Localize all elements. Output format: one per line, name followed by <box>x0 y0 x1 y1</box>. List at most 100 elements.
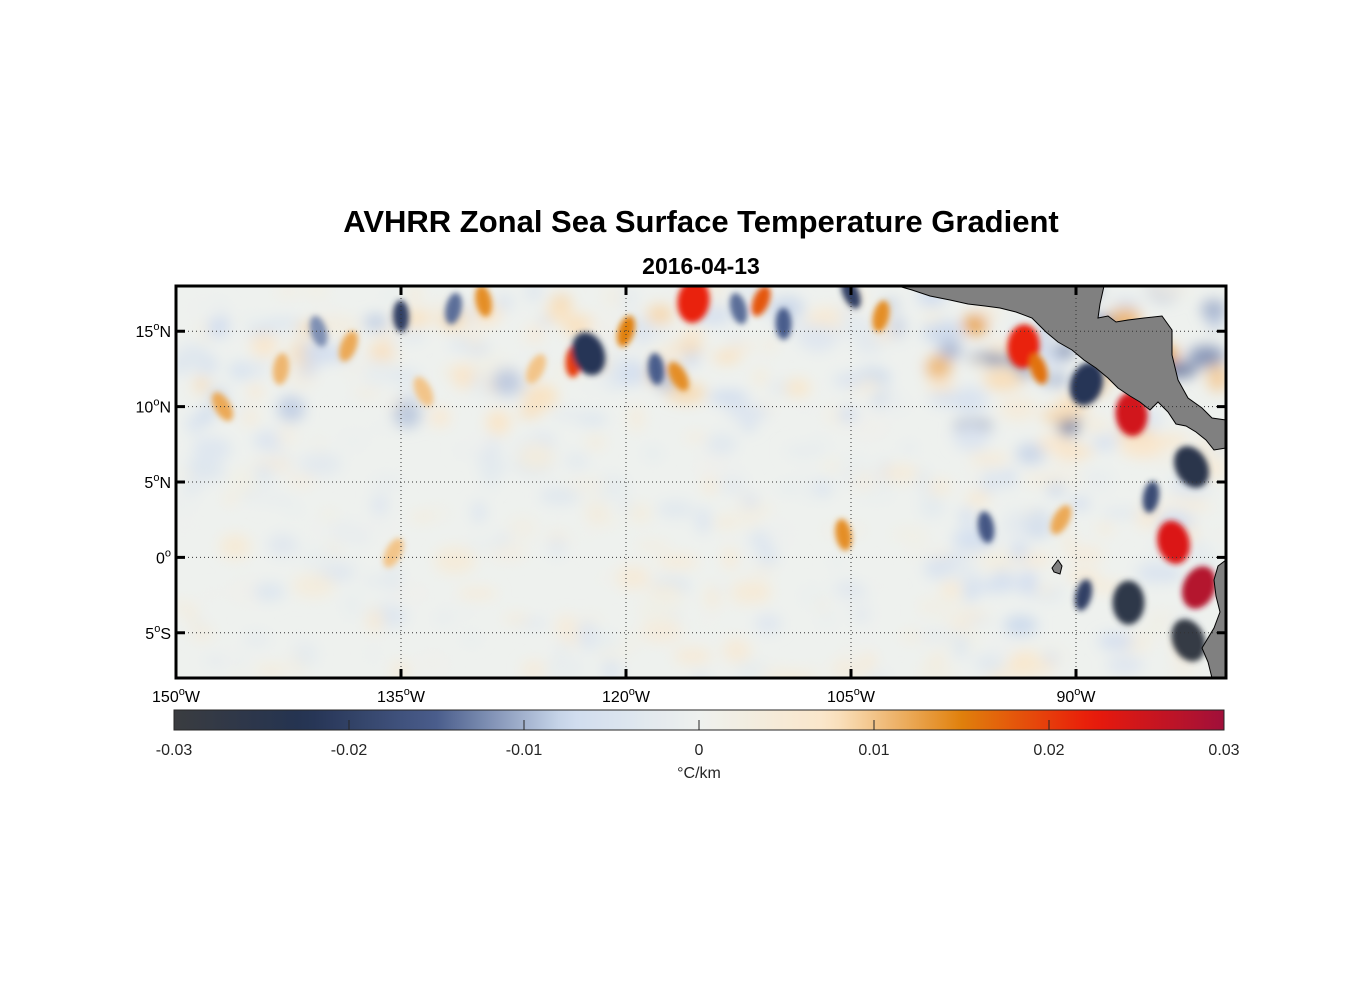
axis-ticks: 150oW 135oW 120oW 105oW 90oW 15oN 10oN 5oN 0o 5oS <box>136 286 1226 706</box>
texture-blob <box>923 307 942 326</box>
texture-blob <box>274 286 301 298</box>
texture-blob <box>575 531 601 541</box>
texture-blob <box>366 643 380 664</box>
texture-blob <box>461 634 482 644</box>
gradient-feature <box>1029 353 1048 385</box>
texture-blob <box>520 329 536 343</box>
texture-blob <box>219 533 251 560</box>
texture-blob <box>586 502 609 527</box>
texture-blob <box>1082 468 1115 492</box>
y-tick-label: 15oN <box>136 321 171 341</box>
texture-blob <box>352 387 382 399</box>
texture-blob <box>578 374 620 395</box>
texture-blob <box>277 396 305 422</box>
gradient-feature <box>977 511 995 544</box>
texture-blob <box>438 603 480 618</box>
x-tick-label: 150oW <box>152 686 201 706</box>
texture-blob <box>719 480 747 493</box>
texture-blob <box>1112 297 1141 309</box>
texture-blob <box>1067 571 1100 581</box>
land-south-america <box>1201 559 1226 678</box>
texture-blob <box>336 428 369 453</box>
texture-blob <box>833 580 863 598</box>
gradient-feature <box>729 293 748 325</box>
gradient-feature <box>751 286 771 317</box>
colorbar-tick-label: 0.02 <box>1033 742 1064 759</box>
land-galapagos <box>1051 559 1063 575</box>
texture-blob <box>1095 523 1114 534</box>
texture-blob <box>989 639 1023 657</box>
texture-blob <box>368 343 395 361</box>
plot-frame <box>174 284 1228 680</box>
texture-blob <box>518 407 541 418</box>
gradient-feature <box>1173 446 1210 488</box>
texture-blob <box>1145 610 1179 621</box>
texture-blob <box>1188 345 1225 368</box>
texture-blob <box>393 400 422 429</box>
texture-blob <box>974 653 1005 673</box>
texture-blob <box>253 582 286 601</box>
texture-blob <box>737 512 761 529</box>
texture-blob <box>944 567 985 581</box>
texture-blob <box>1100 508 1143 518</box>
texture-blob <box>723 547 738 570</box>
texture-blob <box>330 519 361 545</box>
texture-blob <box>471 500 487 524</box>
texture-blob <box>797 583 829 608</box>
texture-blob <box>176 599 195 613</box>
texture-blob <box>455 446 468 456</box>
colorbar-tick-label: -0.02 <box>331 742 368 759</box>
texture-blob <box>866 609 881 632</box>
texture-blob <box>616 361 648 386</box>
texture-blob <box>414 650 451 678</box>
texture-blob <box>486 409 511 435</box>
gradient-feature <box>872 300 890 332</box>
gradient-feature <box>677 286 710 323</box>
texture-blob <box>253 357 268 379</box>
texture-blob <box>798 323 838 352</box>
texture-blob <box>728 335 742 345</box>
texture-blob <box>456 587 498 599</box>
y-tick-label: 5oS <box>145 623 171 643</box>
texture-blob <box>186 414 205 434</box>
texture-blob <box>380 291 405 301</box>
texture-blob <box>628 404 645 432</box>
texture-blob <box>616 565 651 590</box>
texture-blob <box>888 316 906 337</box>
gradient-feature <box>617 315 635 347</box>
colorbar-label: °C/km <box>677 765 721 782</box>
texture-blob <box>966 490 991 507</box>
texture-blob <box>880 393 914 417</box>
texture-blob <box>725 404 770 421</box>
y-tick-label: 10oN <box>136 397 171 417</box>
texture-blob <box>1208 529 1226 540</box>
texture-blob <box>186 388 219 398</box>
texture-blob <box>293 641 319 668</box>
texture-blob <box>478 453 508 479</box>
texture-blob <box>647 583 682 597</box>
gradient-feature <box>835 518 852 551</box>
texture-blob <box>1204 454 1220 463</box>
texture-blob <box>954 633 968 659</box>
gradient-feature <box>1157 520 1190 565</box>
texture-blob <box>230 400 246 418</box>
texture-blob <box>564 452 590 470</box>
texture-blob <box>783 444 826 458</box>
texture-blob <box>703 476 717 495</box>
texture-blob <box>522 383 559 411</box>
texture-blob <box>635 596 678 623</box>
texture-blob <box>962 314 988 336</box>
texture-blob <box>812 480 834 498</box>
texture-blob <box>503 613 530 625</box>
texture-blob <box>850 633 881 658</box>
texture-blob <box>1003 615 1038 636</box>
texture-blob <box>1019 554 1053 566</box>
texture-blob <box>507 515 538 541</box>
texture-blob <box>192 436 232 462</box>
texture-blob <box>684 432 708 442</box>
texture-blob <box>605 512 618 529</box>
texture-blob <box>646 304 674 325</box>
texture-blob <box>1159 495 1202 507</box>
texture-blob <box>283 504 305 515</box>
